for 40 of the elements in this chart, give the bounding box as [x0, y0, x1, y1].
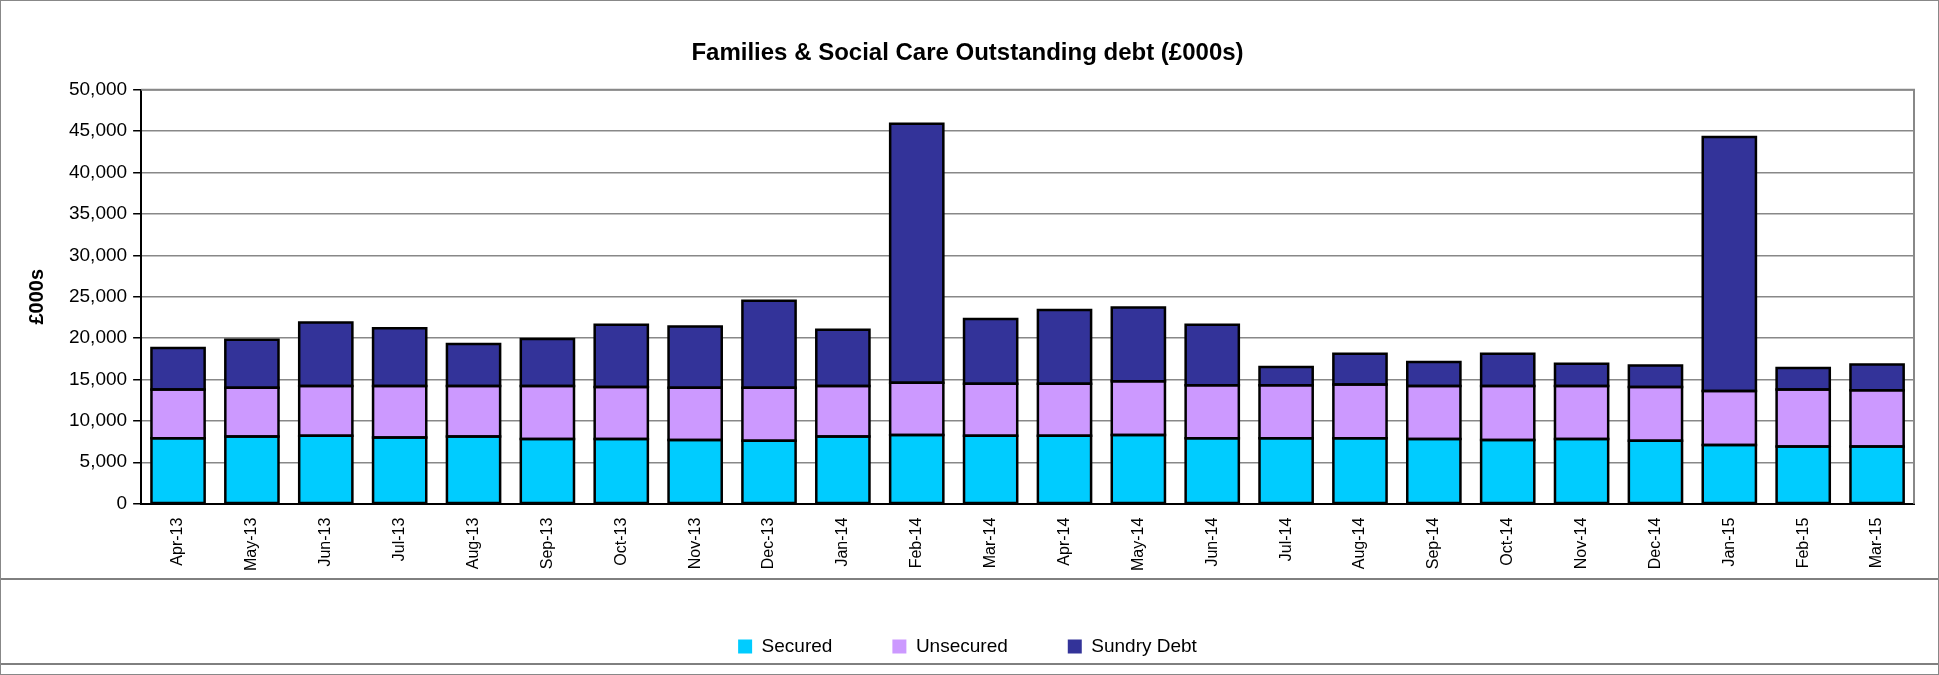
x-tick-label: Dec-13: [759, 517, 777, 570]
legend-label: Secured: [761, 634, 833, 656]
x-tick-label: Apr-13: [168, 517, 186, 566]
x-tick-label: Jan-14: [833, 517, 851, 567]
x-tick-label: Apr-14: [1054, 517, 1072, 566]
y-tick-label: 40,000: [68, 160, 128, 182]
y-tick-label: 15,000: [68, 367, 128, 389]
x-tick-label: Dec-14: [1645, 517, 1663, 570]
x-tick-label: Jun-13: [316, 517, 334, 567]
x-tick-label: Aug-14: [1350, 517, 1368, 570]
x-tick-label: Feb-15: [1793, 517, 1811, 569]
x-tick-label: Jun-14: [1202, 517, 1220, 567]
y-tick-label: 20,000: [68, 326, 128, 348]
legend-label: Sundry Debt: [1091, 634, 1198, 656]
y-tick-label: 5,000: [79, 450, 128, 472]
y-tick-label: 25,000: [68, 284, 128, 306]
x-tick-label: Oct-14: [1498, 517, 1516, 566]
legend-label: Unsecured: [915, 634, 1008, 656]
y-tick-label: 45,000: [68, 119, 128, 141]
x-tick-label: Sep-14: [1424, 517, 1442, 570]
x-tick-label: Nov-14: [1571, 517, 1589, 570]
x-tick-label: Jul-13: [390, 517, 408, 562]
x-tick-label: Sep-13: [537, 517, 555, 570]
x-tick-label: Oct-13: [611, 517, 629, 566]
y-axis-title: £000s: [24, 268, 47, 325]
x-tick-label: May-13: [242, 517, 260, 572]
x-tick-label: Aug-13: [463, 517, 481, 570]
y-tick-label: 35,000: [68, 202, 128, 224]
x-tick-label: Mar-14: [981, 517, 999, 569]
x-tick-label: May-14: [1128, 517, 1146, 572]
x-tick-label: Jul-14: [1276, 517, 1294, 562]
x-tick-label: Mar-15: [1867, 517, 1885, 569]
x-tick-label: Feb-14: [907, 517, 925, 569]
y-tick-label: 0: [116, 491, 128, 513]
y-tick-label: 10,000: [68, 409, 128, 431]
chart-title: Families & Social Care Outstanding debt (£000s): [691, 38, 1244, 66]
x-tick-label: Jan-15: [1719, 517, 1737, 567]
x-tick-label: Nov-13: [685, 517, 703, 570]
y-tick-label: 50,000: [68, 78, 128, 100]
y-tick-label: 30,000: [68, 243, 128, 265]
